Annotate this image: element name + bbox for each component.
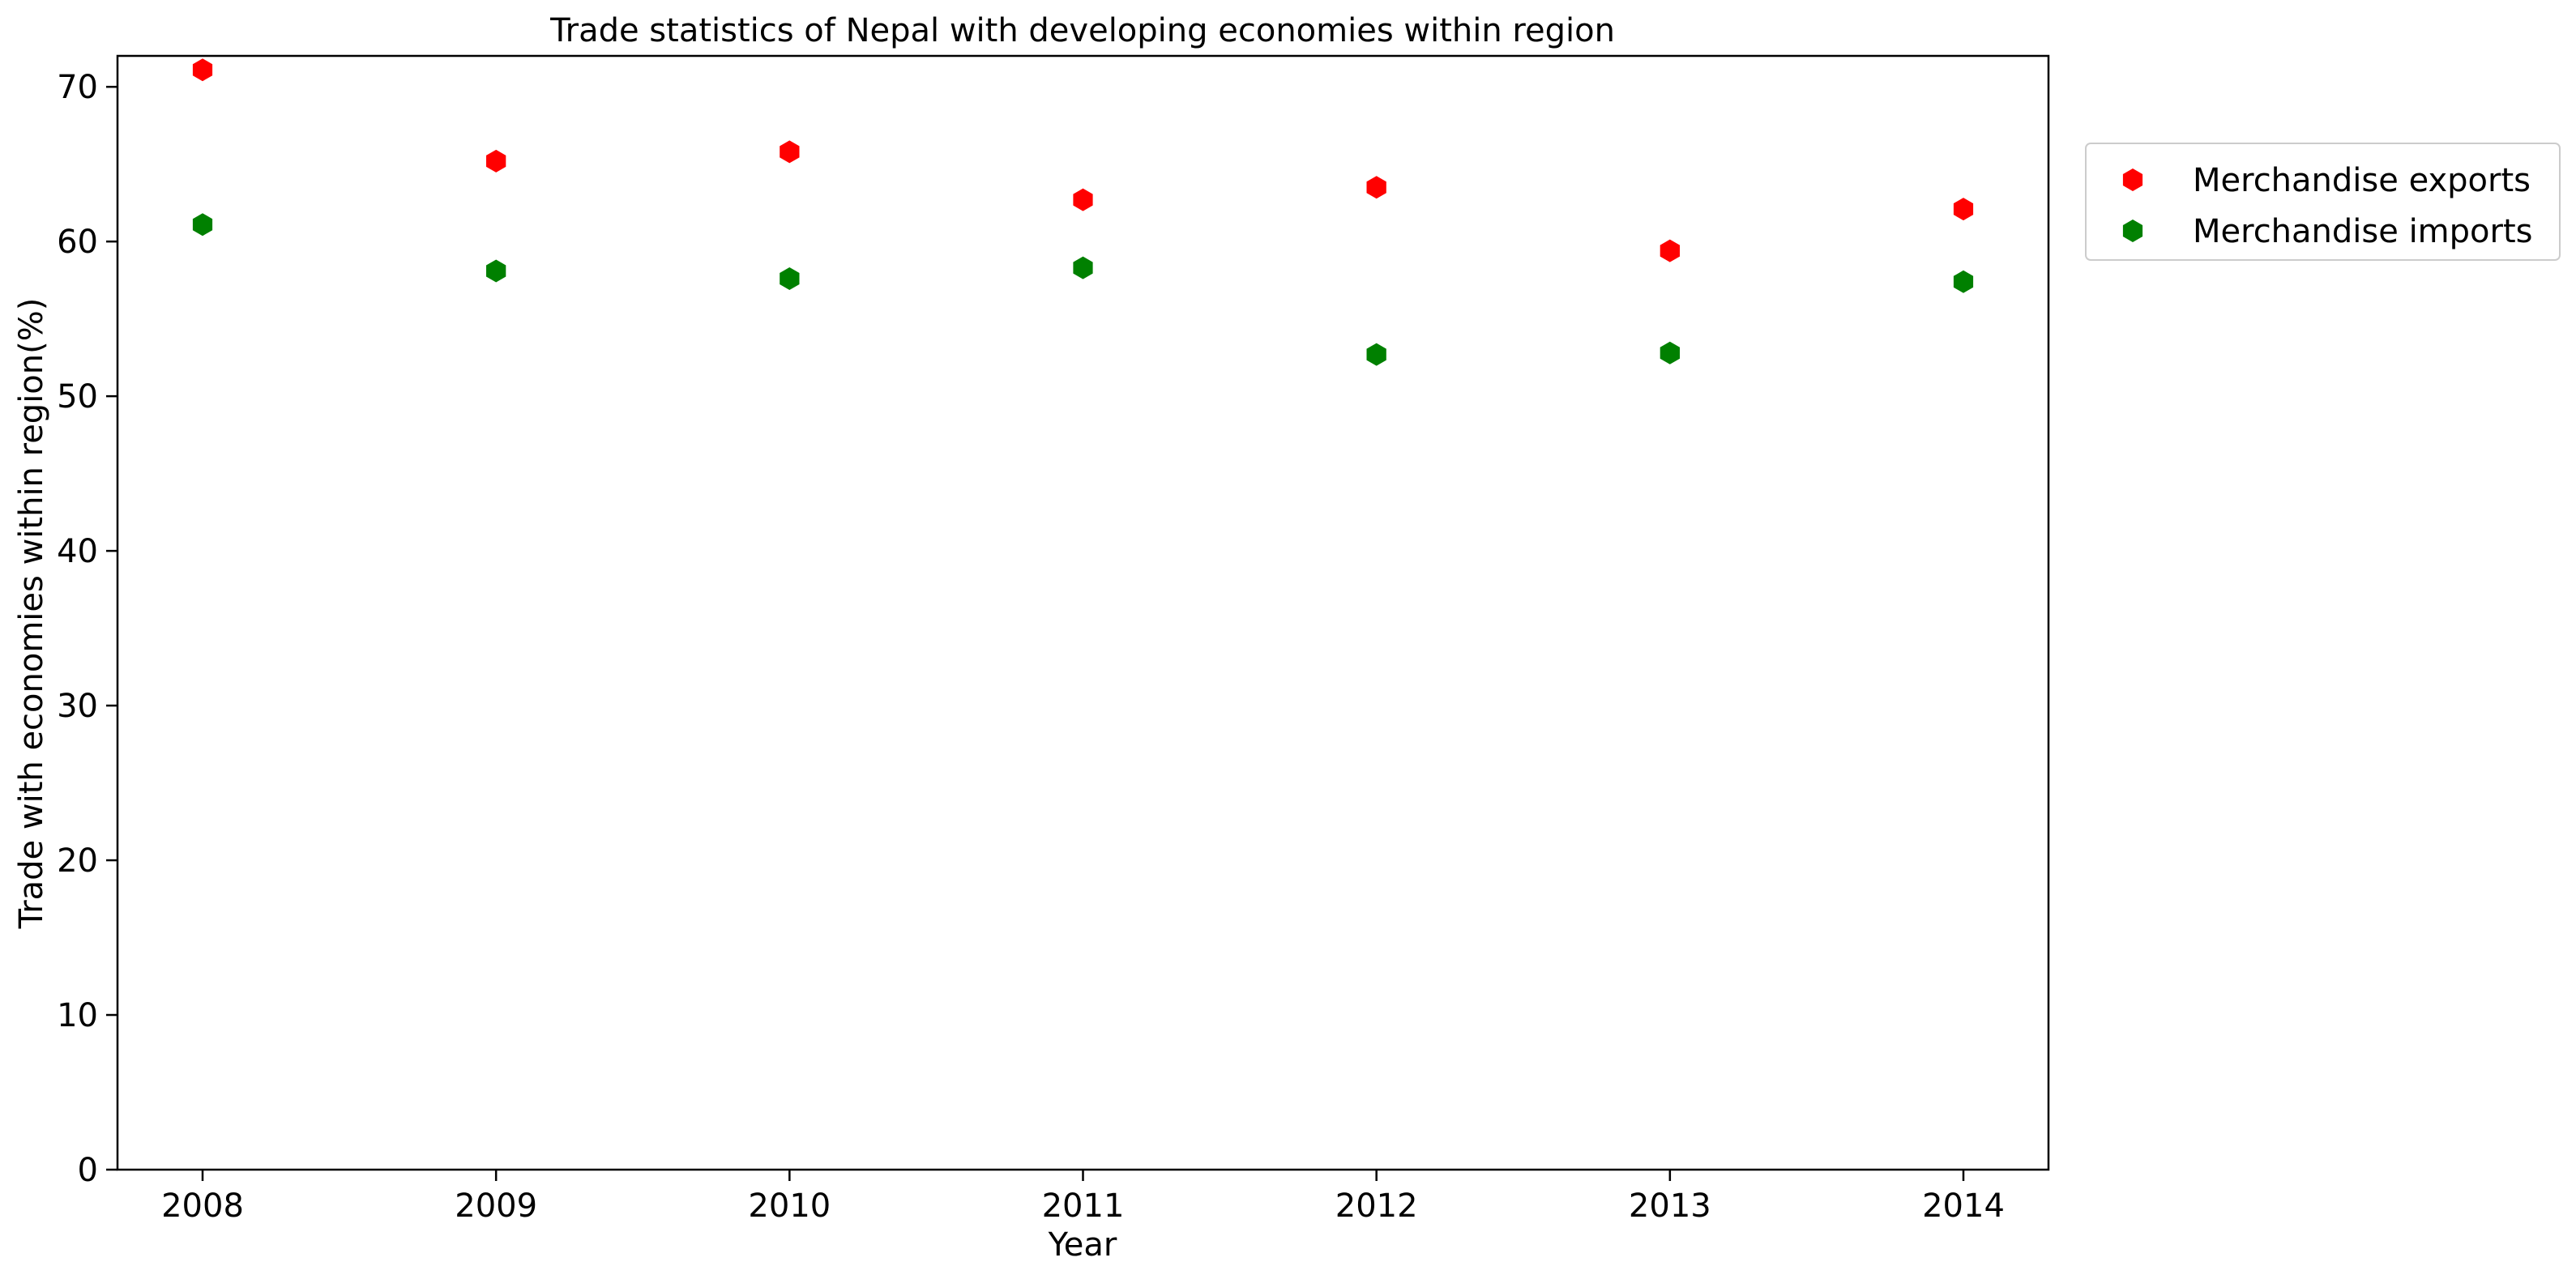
data-point <box>1953 270 1974 293</box>
y-tick-label: 10 <box>57 997 98 1034</box>
data-points <box>192 58 1974 366</box>
data-point <box>1366 343 1386 366</box>
y-tick-label: 40 <box>57 533 98 570</box>
y-axis-label: Trade with economies within region(%) <box>13 298 50 930</box>
data-point <box>780 267 800 290</box>
y-tick-label: 70 <box>57 69 98 106</box>
legend-box <box>2085 143 2561 261</box>
x-tick-label: 2013 <box>1629 1187 1711 1225</box>
data-point <box>1366 176 1386 199</box>
y-axis: 0 10 20 30 40 50 60 70 <box>57 69 117 1189</box>
data-point <box>486 149 506 173</box>
legend-label: Merchandise exports <box>2193 162 2531 199</box>
x-tick-label: 2012 <box>1335 1187 1418 1225</box>
plot-area <box>116 54 2050 1171</box>
y-tick-label: 30 <box>57 688 98 725</box>
y-tick-label: 60 <box>57 224 98 261</box>
x-tick-label: 2009 <box>455 1187 537 1225</box>
legend-marker <box>2122 168 2143 191</box>
x-tick-label: 2008 <box>161 1187 244 1225</box>
x-tick-label: 2010 <box>748 1187 831 1225</box>
chart-title: Trade statistics of Nepal with developin… <box>549 12 1615 49</box>
data-point <box>1660 341 1680 365</box>
data-point <box>1953 198 1974 221</box>
x-tick-label: 2014 <box>1922 1187 2005 1225</box>
y-tick-label: 0 <box>78 1152 98 1189</box>
legend-marker <box>2122 220 2143 242</box>
legend-label: Merchandise imports <box>2193 213 2532 250</box>
data-point <box>1660 239 1680 262</box>
data-point <box>780 140 800 164</box>
legend: Merchandise exports Merchandise imports <box>2085 143 2561 261</box>
data-point <box>192 213 213 237</box>
data-point <box>192 58 213 82</box>
data-point <box>486 259 506 283</box>
data-point <box>1073 256 1093 279</box>
y-tick-label: 20 <box>57 842 98 880</box>
x-axis-label: Year <box>1048 1226 1117 1264</box>
x-tick-label: 2011 <box>1042 1187 1125 1225</box>
data-point <box>1073 188 1093 211</box>
x-axis: 2008 2009 2010 2011 2012 2013 2014 <box>161 1170 2005 1225</box>
y-tick-label: 50 <box>57 378 98 416</box>
